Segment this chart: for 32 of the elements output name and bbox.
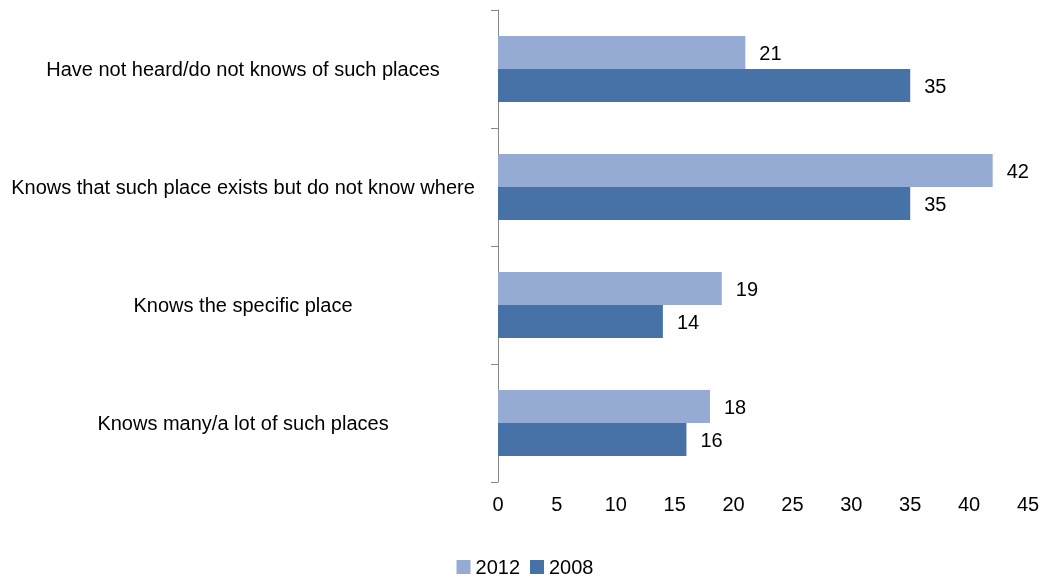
data-label: 19 bbox=[735, 277, 759, 300]
x-tick-label: 30 bbox=[840, 493, 863, 515]
bar bbox=[498, 423, 687, 456]
data-label: 14 bbox=[676, 310, 700, 333]
data-label: 35 bbox=[924, 192, 947, 215]
x-tick-label: 25 bbox=[781, 493, 804, 515]
y-tick-label: Knows the specific place bbox=[133, 294, 353, 316]
x-tick-label: 5 bbox=[551, 493, 563, 515]
legend-label: 2008 bbox=[549, 556, 594, 578]
y-tick-label: Knows that such place exists but do not know where bbox=[11, 176, 475, 198]
y-tick-label: Have not heard/do not knows of such places bbox=[46, 58, 440, 80]
legend-label: 2012 bbox=[475, 556, 521, 578]
bar bbox=[498, 154, 993, 187]
data-label: 21 bbox=[759, 41, 782, 64]
x-tick-label: 15 bbox=[663, 493, 686, 515]
bar bbox=[498, 272, 722, 305]
data-label: 35 bbox=[924, 74, 947, 97]
x-tick-label: 45 bbox=[1016, 493, 1040, 515]
x-tick-label: 20 bbox=[722, 493, 745, 515]
x-tick-label: 10 bbox=[604, 493, 627, 515]
bar bbox=[498, 390, 710, 423]
x-tick-label: 35 bbox=[899, 493, 922, 515]
data-label: 16 bbox=[700, 428, 723, 451]
data-label: 42 bbox=[1006, 159, 1029, 182]
bar bbox=[498, 36, 746, 69]
x-tick-label: 40 bbox=[957, 493, 981, 515]
data-label: 18 bbox=[724, 395, 747, 418]
y-tick-label: Knows many/a lot of such places bbox=[97, 412, 389, 434]
bar bbox=[498, 69, 911, 102]
bar bbox=[498, 305, 663, 338]
x-tick-label: 0 bbox=[492, 493, 504, 515]
bar bbox=[498, 187, 911, 220]
